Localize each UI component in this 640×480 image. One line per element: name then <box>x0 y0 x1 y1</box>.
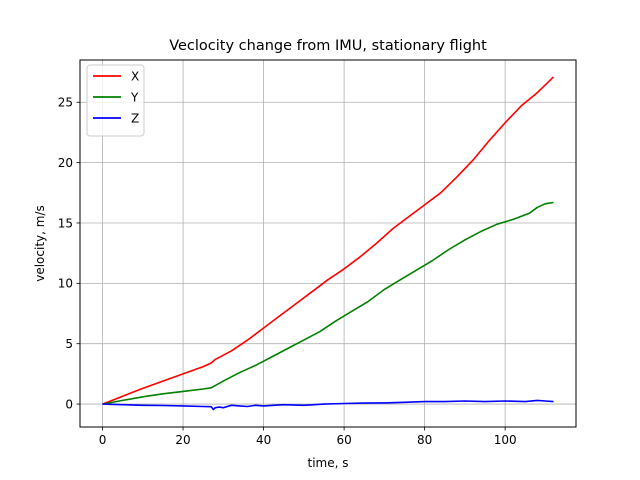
legend-label: Z <box>131 111 139 125</box>
grid <box>80 60 576 427</box>
x-tick-label: 80 <box>417 433 432 447</box>
x-tick-label: 60 <box>336 433 351 447</box>
y-tick-label: 0 <box>65 397 73 411</box>
series-line-x <box>102 76 555 405</box>
x-axis-title: time, s <box>308 456 349 470</box>
legend-label: Y <box>130 90 139 104</box>
legend: XYZ <box>86 64 145 137</box>
y-tick-label: 5 <box>65 337 73 351</box>
series-line-y <box>102 201 554 405</box>
x-tick-label: 20 <box>175 433 190 447</box>
legend-label: X <box>131 69 139 83</box>
y-axis-title: velocity, m/s <box>33 205 47 282</box>
chart-title: Veclocity change from IMU, stationary fl… <box>169 38 487 54</box>
y-tick-label: 25 <box>58 96 73 110</box>
x-tick-label: 100 <box>494 433 517 447</box>
x-tick-label: 40 <box>256 433 271 447</box>
plot-frame <box>79 59 577 428</box>
series-group <box>102 76 555 411</box>
y-tick-label: 20 <box>58 156 73 170</box>
y-tick-label: 10 <box>58 277 73 291</box>
ticks: 0 20 40 60 80 100 0 5 10 15 20 25 <box>58 96 517 447</box>
x-tick-label: 0 <box>99 433 107 447</box>
y-tick-label: 15 <box>58 216 73 230</box>
series-line-z <box>102 399 554 411</box>
